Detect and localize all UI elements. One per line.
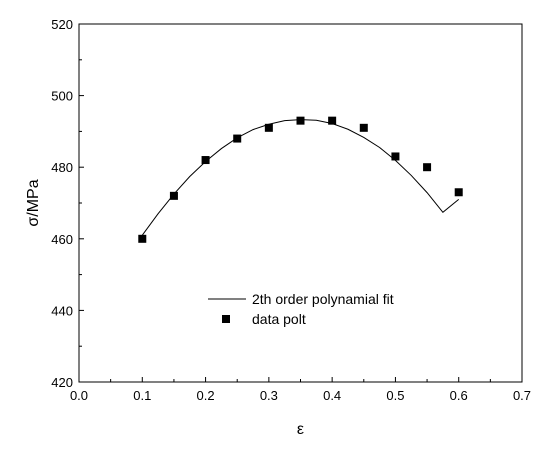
- y-axis-title: σ/MPa: [25, 179, 42, 226]
- data-points: [138, 116, 463, 243]
- legend: 2th order polynamial fit data polt: [208, 291, 394, 327]
- x-axis-ticks: 0.0 0.1 0.2 0.3 0.4 0.5 0.6 0.7: [70, 377, 531, 403]
- legend-data-label: data polt: [252, 311, 306, 327]
- data-point: [201, 156, 210, 165]
- data-point: [296, 116, 305, 125]
- plot-frame: [78, 23, 523, 383]
- x-tick-label: 0.6: [450, 388, 468, 403]
- data-point: [138, 234, 147, 243]
- y-axis-ticks: 420 440 460 480 500 520: [51, 17, 84, 390]
- x-axis-title: ε: [297, 421, 304, 438]
- x-tick-label: 0.5: [386, 388, 404, 403]
- x-tick-label: 0.7: [513, 388, 531, 403]
- y-tick-label: 440: [51, 303, 73, 318]
- data-point: [454, 188, 463, 197]
- y-tick-label: 520: [51, 17, 73, 32]
- x-tick-label: 0.1: [133, 388, 151, 403]
- x-tick-label: 0.2: [197, 388, 215, 403]
- data-point: [391, 152, 400, 161]
- data-point: [423, 163, 432, 172]
- y-tick-label: 500: [51, 89, 73, 104]
- y-tick-label: 480: [51, 160, 73, 175]
- x-tick-label: 0.4: [323, 388, 341, 403]
- legend-square-marker: [222, 315, 230, 323]
- y-tick-label: 420: [51, 375, 73, 390]
- x-tick-label: 0.3: [260, 388, 278, 403]
- x-tick-label: 0.0: [70, 388, 88, 403]
- data-point: [328, 116, 337, 125]
- fit-line: [141, 119, 460, 236]
- data-point: [359, 123, 368, 132]
- y-tick-label: 460: [51, 232, 73, 247]
- legend-fit-label: 2th order polynamial fit: [252, 291, 394, 307]
- data-point: [233, 134, 242, 143]
- data-point: [169, 191, 178, 200]
- data-point: [264, 123, 273, 132]
